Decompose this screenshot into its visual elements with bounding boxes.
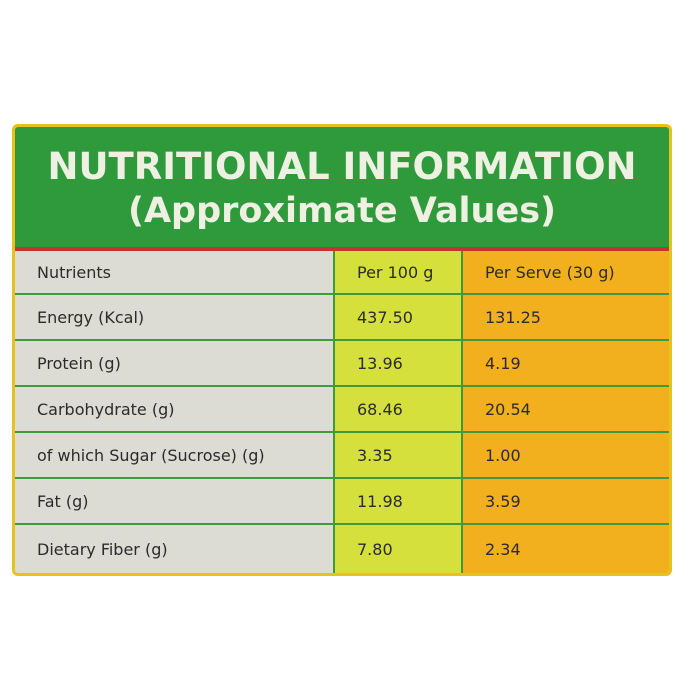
table: Nutrients Per 100 g Per Serve (30 g) Energy… — [15, 251, 669, 573]
cell: Energy (Kcal) — [15, 295, 335, 339]
table-row: Energy (Kcal) 437.50 131.25 — [15, 295, 669, 341]
cell: 2.34 — [463, 525, 669, 573]
cell: Protein (g) — [15, 341, 335, 385]
table-row: Protein (g) 13.96 4.19 — [15, 341, 669, 387]
cell: Carbohydrate (g) — [15, 387, 335, 431]
cell: 68.46 — [335, 387, 463, 431]
column-header: Nutrients — [15, 251, 335, 293]
table-row: of which Sugar (Sucrose) (g) 3.35 1.00 — [15, 433, 669, 479]
cell: 3.59 — [463, 479, 669, 523]
cell: 131.25 — [463, 295, 669, 339]
column-header: Per 100 g — [335, 251, 463, 293]
cell: Dietary Fiber (g) — [15, 525, 335, 573]
cell: 13.96 — [335, 341, 463, 385]
cell: Fat (g) — [15, 479, 335, 523]
title: NUTRITIONAL INFORMATION — [47, 145, 637, 188]
subtitle: (Approximate Values) — [127, 191, 557, 231]
column-header: Per Serve (30 g) — [463, 251, 669, 293]
cell: 20.54 — [463, 387, 669, 431]
cell: 11.98 — [335, 479, 463, 523]
table-row: Carbohydrate (g) 68.46 20.54 — [15, 387, 669, 433]
cell: 437.50 — [335, 295, 463, 339]
cell: of which Sugar (Sucrose) (g) — [15, 433, 335, 477]
cell: 1.00 — [463, 433, 669, 477]
table-row: Dietary Fiber (g) 7.80 2.34 — [15, 525, 669, 573]
cell: 7.80 — [335, 525, 463, 573]
header: NUTRITIONAL INFORMATION (Approximate Val… — [15, 127, 669, 251]
cell: 4.19 — [463, 341, 669, 385]
header-row: Nutrients Per 100 g Per Serve (30 g) — [15, 251, 669, 295]
table-row: Fat (g) 11.98 3.59 — [15, 479, 669, 525]
cell: 3.35 — [335, 433, 463, 477]
nutrition-card: NUTRITIONAL INFORMATION (Approximate Val… — [12, 124, 672, 576]
